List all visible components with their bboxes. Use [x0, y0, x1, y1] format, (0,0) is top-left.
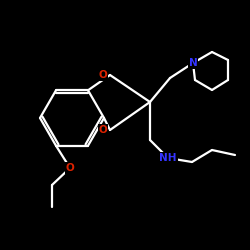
Text: O: O — [98, 70, 108, 80]
Text: N: N — [189, 58, 198, 68]
Text: O: O — [66, 163, 74, 173]
Text: NH: NH — [159, 153, 177, 163]
Text: O: O — [98, 125, 108, 135]
